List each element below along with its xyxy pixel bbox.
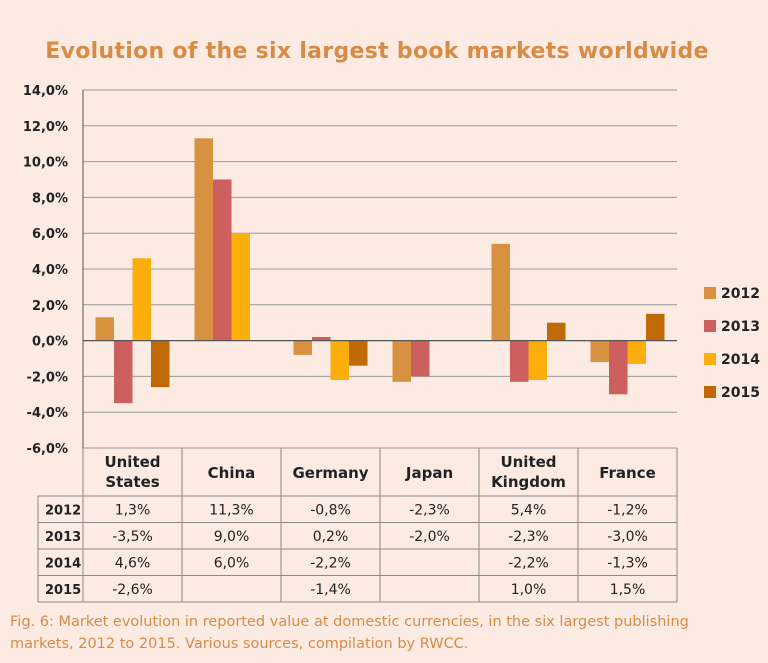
- bar-2013-germany: [312, 337, 331, 341]
- legend: 2012 2013 2014 2015: [704, 286, 760, 401]
- table-cell: -2,3%: [409, 502, 450, 518]
- bar-2014-united-kingdom: [528, 340, 547, 380]
- bar-2015-germany: [349, 340, 368, 366]
- y-tick-label: 14,0%: [23, 84, 68, 99]
- figure-caption: Fig. 6: Market evolution in reported val…: [10, 614, 689, 652]
- y-tick-label: 2,0%: [32, 299, 68, 314]
- table-row-label-2014: 2014: [45, 556, 81, 571]
- y-tick-label: 12,0%: [23, 120, 68, 135]
- table-cell: 1,5%: [610, 582, 646, 598]
- bar-2012-germany: [293, 340, 312, 355]
- y-tick-label: 10,0%: [23, 156, 68, 171]
- legend-label-2012: 2012: [721, 286, 760, 302]
- table-cell: -2,6%: [112, 582, 153, 598]
- bar-2013-france: [609, 340, 628, 395]
- table-cell: 4,6%: [115, 555, 151, 571]
- bar-2012-china: [194, 138, 213, 341]
- legend-swatch-2012: [704, 287, 716, 299]
- table-cell: 5,4%: [511, 502, 547, 518]
- chart-title: Evolution of the six largest book market…: [45, 39, 708, 64]
- data-table: United States China Germany Japan United Kingd…: [37, 448, 678, 603]
- legend-label-2013: 2013: [721, 319, 760, 335]
- bar-2012-united-states: [95, 317, 114, 341]
- category-label: Kingdom: [491, 473, 566, 491]
- bar-2012-united-kingdom: [491, 243, 510, 341]
- category-label: France: [599, 464, 656, 482]
- category-label: United: [104, 453, 160, 471]
- legend-swatch-2015: [704, 386, 716, 398]
- y-tick-label: -2,0%: [27, 370, 68, 385]
- bar-2013-united-states: [114, 340, 133, 404]
- legend-swatch-2013: [704, 320, 716, 332]
- category-label: Germany: [292, 464, 368, 482]
- table-cell: -2,2%: [310, 555, 351, 571]
- gridlines: [83, 89, 677, 449]
- bar-2013-united-kingdom: [510, 340, 529, 382]
- y-tick-label: -4,0%: [27, 406, 68, 421]
- table-cell: -0,8%: [310, 502, 351, 518]
- y-tick-label: -6,0%: [27, 442, 68, 457]
- category-label: States: [105, 473, 159, 491]
- table-cell: -1,3%: [607, 555, 648, 571]
- legend-swatch-2014: [704, 353, 716, 365]
- bar-2015-france: [646, 313, 665, 341]
- table-cell: -2,3%: [508, 529, 549, 545]
- table-cell: 0,2%: [313, 529, 349, 545]
- legend-label-2014: 2014: [721, 352, 760, 368]
- category-label: United: [500, 453, 556, 471]
- y-tick-label: 0,0%: [32, 335, 68, 350]
- table-cell: -2,0%: [409, 529, 450, 545]
- bar-2015-united-kingdom: [547, 322, 566, 341]
- table-cell: -3,5%: [112, 529, 153, 545]
- table-cell: -2,2%: [508, 555, 549, 571]
- bar-2015-united-states: [151, 340, 170, 388]
- table-row-label-2015: 2015: [45, 583, 81, 598]
- table-cell: 6,0%: [214, 555, 250, 571]
- axes: [82, 90, 677, 448]
- category-label: China: [208, 464, 256, 482]
- bar-2013-japan: [411, 340, 430, 377]
- table-cell: -3,0%: [607, 529, 648, 545]
- y-tick-label: 4,0%: [32, 263, 68, 278]
- y-tick-labels: 14,0% 12,0% 10,0% 8,0% 6,0% 4,0% 2,0% 0,0% -2,0%…: [23, 84, 68, 457]
- category-label: Japan: [405, 464, 453, 482]
- bar-2014-united-states: [132, 258, 151, 341]
- table-cell: 11,3%: [209, 502, 253, 518]
- table-row-label-2013: 2013: [45, 530, 81, 545]
- bar-2012-japan: [392, 340, 411, 382]
- y-tick-label: 8,0%: [32, 191, 68, 206]
- table-row-label-2012: 2012: [45, 503, 81, 518]
- legend-label-2015: 2015: [721, 385, 760, 401]
- bar-2014-france: [627, 340, 646, 364]
- bar-2014-china: [231, 233, 250, 341]
- bar-2013-china: [213, 179, 232, 341]
- bars: [95, 138, 665, 404]
- table-cell: -1,2%: [607, 502, 648, 518]
- table-cell: 1,3%: [115, 502, 151, 518]
- table-cell: 1,0%: [511, 582, 547, 598]
- table-cell: -1,4%: [310, 582, 351, 598]
- table-cell: 9,0%: [214, 529, 250, 545]
- bar-2012-france: [590, 340, 609, 363]
- bar-2014-germany: [330, 340, 349, 380]
- y-tick-label: 6,0%: [32, 227, 68, 242]
- chart: Evolution of the six largest book market…: [23, 39, 760, 603]
